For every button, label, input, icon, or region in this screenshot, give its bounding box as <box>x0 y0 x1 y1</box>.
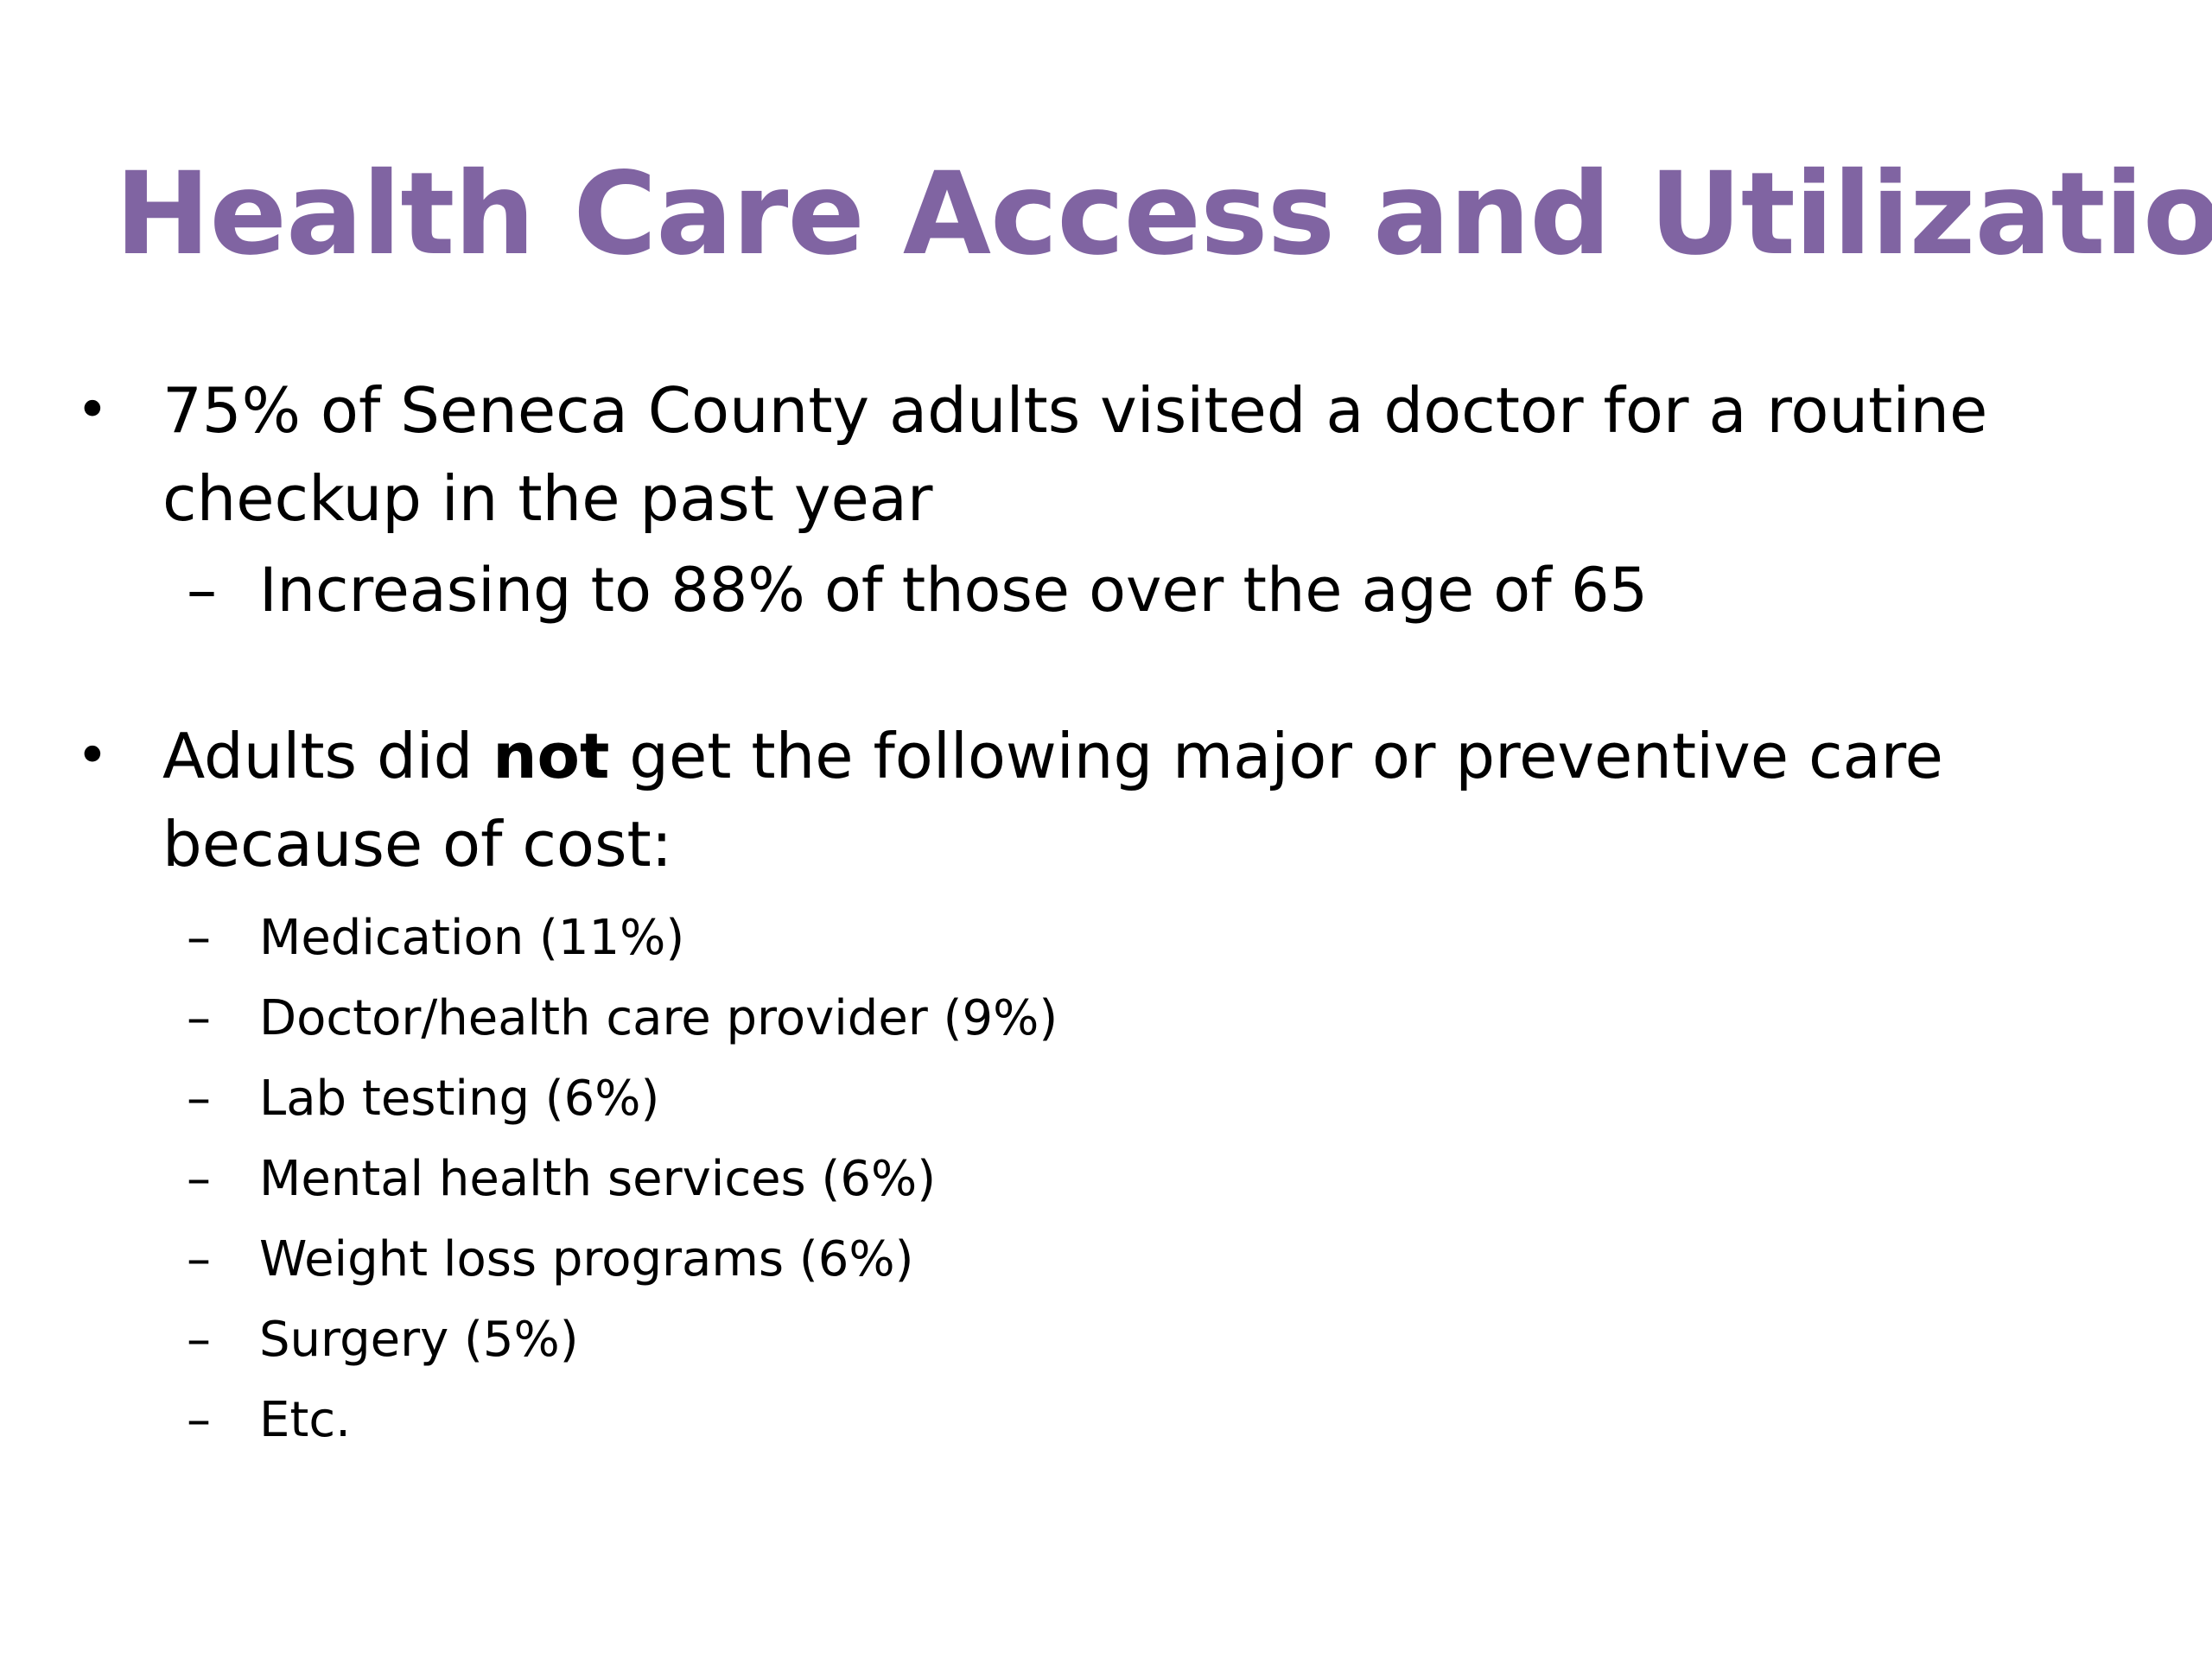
bullet-text-emphasis: not <box>493 720 610 792</box>
sub-bullet-text: Medication (11%) <box>259 910 685 966</box>
bullet-text: Adults did not get the following major o… <box>162 712 2150 888</box>
sub-bullet-text: Increasing to 88% of those over the age … <box>259 555 1649 626</box>
dash-marker: – <box>187 1231 211 1287</box>
dash-marker: – <box>187 990 211 1046</box>
sub-bullet-text: Mental health services (6%) <box>259 1151 937 1207</box>
dash-marker: – <box>187 1312 211 1368</box>
dash-marker: – <box>187 1071 211 1127</box>
slide-title: Health Care Access and Utilization <box>115 148 2212 281</box>
bullet-text-part: Adults did <box>162 720 493 792</box>
bullet-text: 75% of Seneca County adults visited a do… <box>162 374 1988 535</box>
dash-marker: – <box>187 1392 211 1448</box>
sub-bullet-text: Weight loss programs (6%) <box>259 1231 914 1287</box>
sub-bullet-text: Surgery (5%) <box>259 1312 579 1368</box>
bullet-text-part: get the following major or preventive ca… <box>162 720 1943 880</box>
dash-marker: – <box>187 1151 211 1207</box>
sub-bullet-text: Doctor/health care provider (9%) <box>259 990 1058 1046</box>
sub-bullet-text: Etc. <box>259 1392 351 1448</box>
bullet-marker: • <box>76 724 109 788</box>
dash-marker: – <box>187 555 217 626</box>
dash-marker: – <box>187 910 211 966</box>
sub-bullet-text: Lab testing (6%) <box>259 1071 660 1127</box>
bullet-marker: • <box>76 378 109 442</box>
